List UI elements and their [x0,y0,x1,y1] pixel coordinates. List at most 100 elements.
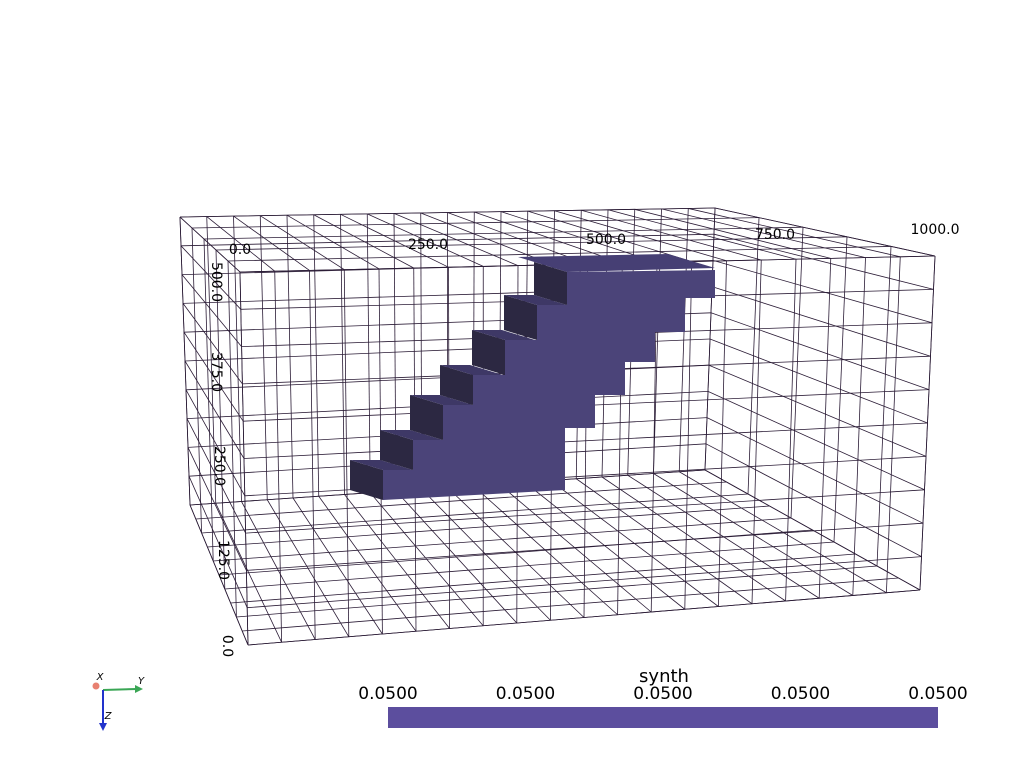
grid-line [705,443,922,557]
grid-line [215,236,848,251]
orientation-widget: X Y Z [92,672,145,731]
step-top [410,395,473,405]
scalar-bar-label: 0.0500 [496,684,555,704]
axis-labels: 0.0 250.0 500.0 750.0 1000.0 500.0 375.0 250.0 1… [208,222,960,657]
grid-line [554,210,727,262]
grid-line [191,217,760,229]
grid-line [286,214,380,270]
z-axis-label: 125.0 [215,540,231,580]
grid-line [203,226,804,240]
step-side [380,430,413,470]
grid-line [713,233,934,290]
z-axis-label: 0.0 [219,635,235,657]
step-side [410,395,443,440]
grid-line [184,360,245,459]
grid-line [195,481,727,520]
grid-line [634,208,831,259]
scalar-bar: synth 0.0500 0.0500 0.0500 0.0500 0.0500 [358,666,968,728]
grid-line [233,215,310,271]
grid-line [230,553,856,604]
grid-line [206,216,276,272]
scalar-bar-title: synth [639,666,689,687]
scalar-bar-label: 0.0500 [908,684,967,704]
step-side [534,262,567,305]
step-side [350,460,383,500]
grid-line [180,233,715,247]
z-axis-label: 250.0 [211,446,227,486]
grid-line [246,522,924,571]
scalar-bar-label: 0.0500 [771,684,830,704]
x-axis-label: 0.0 [229,242,251,258]
grid-line [711,286,931,357]
x-label: X [96,672,105,683]
grid-line [189,504,249,646]
grid-line [712,260,933,324]
grid-line [709,338,928,424]
grid-line [607,209,797,260]
x-axis-label: 750.0 [755,227,795,243]
y-axis-arrow [102,688,138,691]
grid-line [236,565,878,618]
step-top [504,295,567,305]
grid-line [243,422,928,459]
grid-line [527,210,692,262]
step-side [472,330,505,375]
grid-line [340,213,449,268]
step-top [440,365,503,375]
grid-line [181,274,242,347]
grid-line [708,364,927,457]
grid-line [581,209,762,261]
grid-line [213,517,792,562]
grid-line [260,215,345,270]
x-axis-label: 1000.0 [911,222,960,238]
x-axis-label: 500.0 [586,232,626,248]
grid-line [183,331,244,422]
scalar-bar-label: 0.0500 [358,684,417,704]
grid-line [313,214,414,269]
grid-line [187,447,247,571]
grid-line [242,577,899,632]
step-top [472,330,535,340]
grid-line [704,469,921,591]
grid-line [367,213,484,267]
color-bar [388,707,938,728]
x-axis-dot [92,682,100,690]
z-label: Z [104,711,113,722]
y-label: Y [138,676,145,687]
grid-line [447,212,588,265]
step-top [380,430,443,440]
grid-line [201,493,749,534]
grid-line [224,541,835,590]
z-axis-label: 500.0 [208,262,224,302]
step-side [504,295,537,340]
grid-line [420,212,553,266]
grid-line [247,556,922,609]
z-arrow-head [99,723,107,731]
grid-line [474,211,623,264]
grid-line [180,245,242,310]
grid-line [227,246,892,262]
z-axis-label: 375.0 [208,352,224,392]
grid-line [207,505,770,548]
grid-line [714,207,936,257]
grid-line [245,489,925,534]
step-side [440,365,473,405]
grid-line [393,213,519,266]
scalar-bar-label: 0.0500 [633,684,692,704]
grid-line [182,303,243,385]
staircase-body [350,254,715,500]
grid-line [179,216,241,273]
x-axis-label: 250.0 [408,237,448,253]
grid-line [706,417,924,524]
front-face [383,270,715,500]
y-arrow-head [135,685,143,693]
step-top [350,460,413,470]
grid-line [179,207,716,218]
grid-line [688,208,901,258]
grid-line [500,211,658,263]
grid-line [707,391,925,491]
grid-line [247,589,921,646]
grid-line [710,312,930,390]
